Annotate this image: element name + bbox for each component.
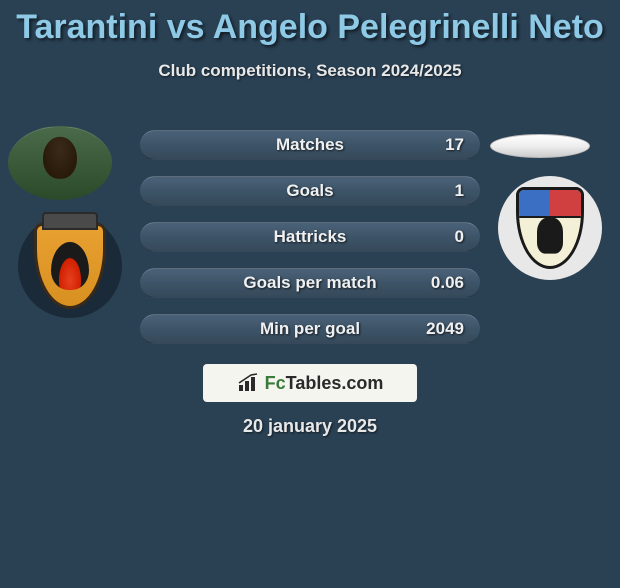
stat-row: Goals 1 [140,176,480,206]
stats-container: Matches 17 Goals 1 Hattricks 0 Goals per… [140,130,480,360]
stat-value: 0.06 [431,273,464,293]
player-right-avatar [490,134,590,158]
season-subtitle: Club competitions, Season 2024/2025 [0,61,620,81]
stat-value: 0 [455,227,464,247]
stat-row: Hattricks 0 [140,222,480,252]
bar-chart-icon [237,373,261,393]
stat-value: 1 [455,181,464,201]
lion-icon [537,217,563,253]
stat-value: 17 [445,135,464,155]
stat-label: Hattricks [274,227,347,247]
stat-label: Goals [286,181,333,201]
flame-icon [51,242,89,290]
brand-badge[interactable]: FcTables.com [203,364,417,402]
date-label: 20 january 2025 [0,416,620,437]
stat-row: Min per goal 2049 [140,314,480,344]
stat-label: Min per goal [260,319,360,339]
stat-row: Matches 17 [140,130,480,160]
shield-icon [34,223,106,309]
stat-value: 2049 [426,319,464,339]
brand-text: FcTables.com [265,373,384,394]
comparison-title: Tarantini vs Angelo Pelegrinelli Neto [0,8,620,47]
stat-label: Matches [276,135,344,155]
player-left-avatar [8,126,112,200]
stat-row: Goals per match 0.06 [140,268,480,298]
club-right-crest [498,176,602,280]
club-left-crest [18,214,122,318]
shield-icon [516,187,584,269]
stat-label: Goals per match [243,273,376,293]
